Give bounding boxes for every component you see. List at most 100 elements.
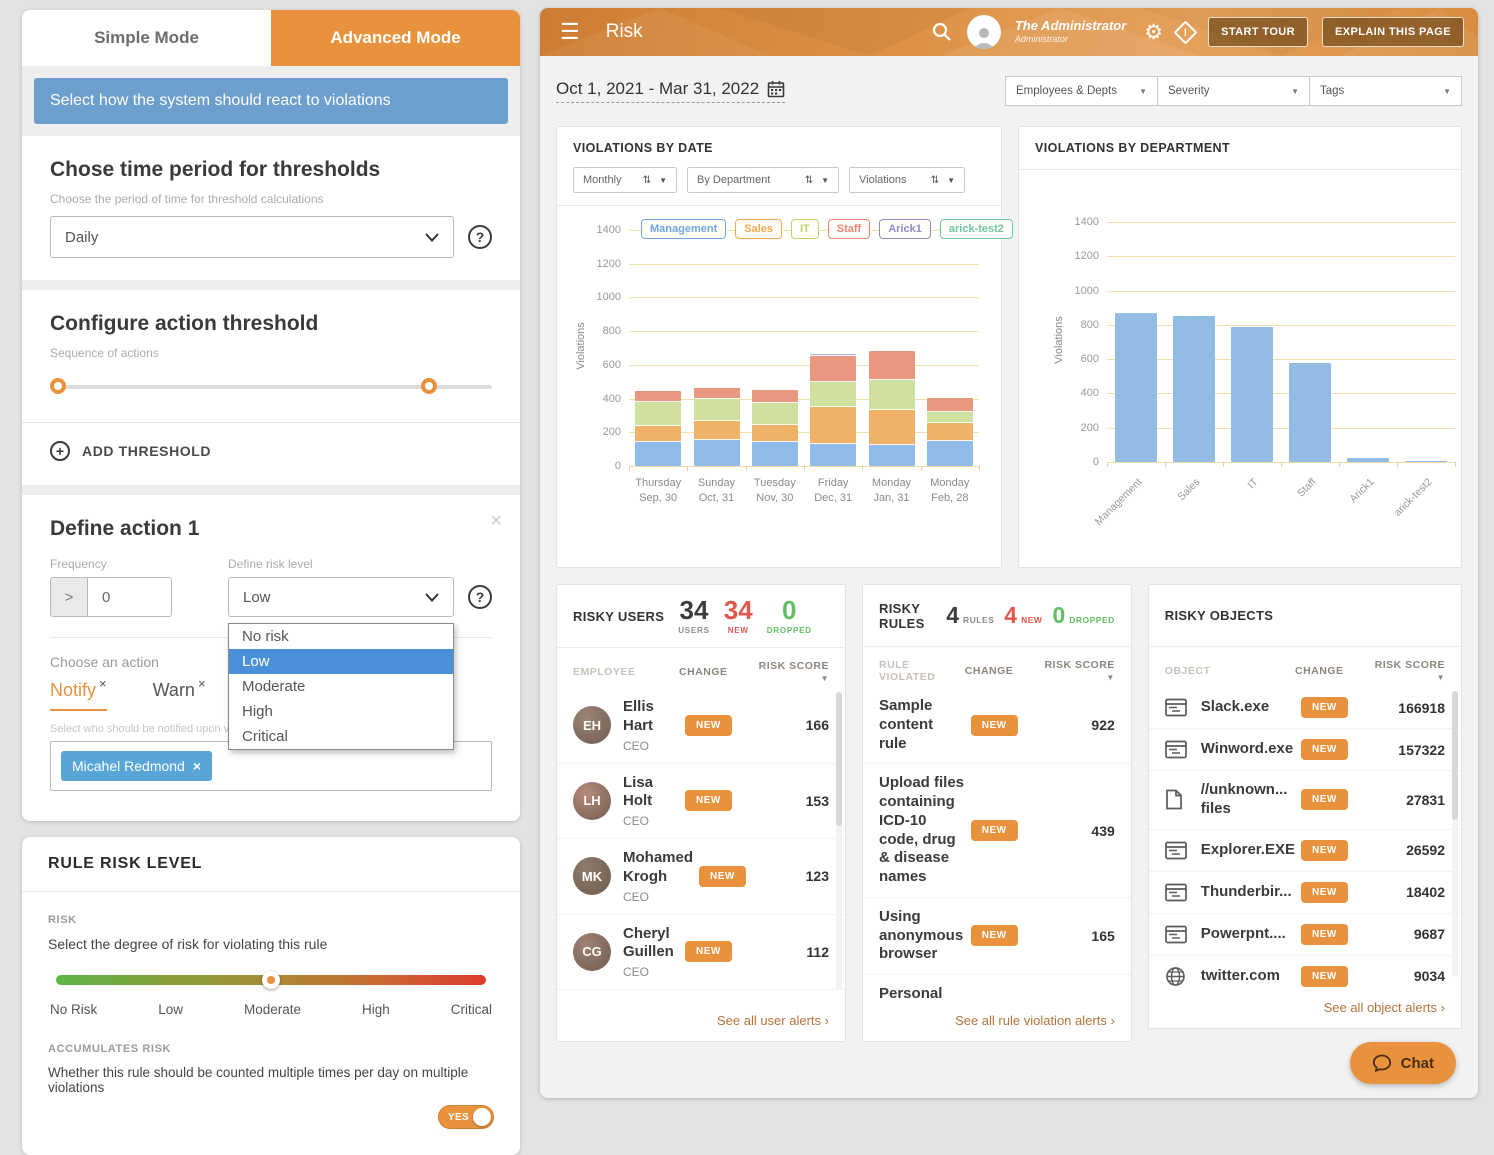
legend-arick1[interactable]: Arick1: [879, 219, 931, 240]
sort-desc-icon[interactable]: ▼: [1106, 673, 1115, 682]
bar-arick-test2[interactable]: [1405, 461, 1447, 462]
gear-icon[interactable]: ⚙: [1144, 20, 1164, 44]
search-icon[interactable]: [931, 21, 953, 43]
bar-segment-it[interactable]: [868, 380, 915, 411]
table-row[interactable]: Winword.exe NEW 157322: [1148, 729, 1461, 771]
remove-action-icon[interactable]: ×: [197, 676, 206, 691]
filter-select-tags[interactable]: Tags ▼: [1309, 76, 1462, 106]
bar-segment[interactable]: [1115, 312, 1157, 462]
user-menu[interactable]: The Administrator Administrator: [1015, 18, 1126, 44]
remove-action-icon[interactable]: ×: [99, 676, 107, 691]
action-tab-notify[interactable]: Notify ×: [50, 676, 107, 711]
bar-segment-sales[interactable]: [635, 425, 682, 443]
table-row[interactable]: //unknown... files NEW 27831: [1148, 771, 1461, 830]
table-row[interactable]: KSKate SparrowCEONEW112: [557, 990, 845, 1000]
frequency-input[interactable]: 0: [88, 577, 172, 617]
bar-it[interactable]: [1231, 327, 1273, 462]
bar-segment[interactable]: [1289, 362, 1331, 462]
bar-sales[interactable]: [1173, 316, 1215, 462]
table-row[interactable]: twitter.com NEW 9034: [1149, 956, 1461, 988]
bar-segment-management[interactable]: [751, 442, 798, 466]
risk-level-select[interactable]: Low: [228, 577, 454, 617]
legend-sales[interactable]: Sales: [735, 219, 782, 240]
start-tour-button[interactable]: START TOUR: [1208, 17, 1308, 47]
explain-page-button[interactable]: EXPLAIN THIS PAGE: [1322, 17, 1464, 47]
date-range-picker[interactable]: Oct 1, 2021 - Mar 31, 2022: [556, 79, 786, 103]
bar-segment-management[interactable]: [635, 442, 682, 466]
bar-segment-sales[interactable]: [751, 424, 798, 443]
table-row[interactable]: Explorer.EXE NEW 26592: [1148, 830, 1461, 872]
accumulates-risk-toggle[interactable]: YES: [438, 1105, 494, 1129]
slider-handle-1[interactable]: [50, 378, 66, 394]
close-icon[interactable]: ×: [490, 510, 502, 532]
legend-staff[interactable]: Staff: [827, 219, 871, 240]
help-icon[interactable]: ?: [468, 225, 492, 249]
bar-segment-sales[interactable]: [810, 407, 857, 445]
bar-segment-it[interactable]: [693, 398, 740, 422]
bar-segment-staff[interactable]: [926, 397, 973, 413]
slider-track[interactable]: [50, 385, 492, 389]
bar-segment[interactable]: [1347, 457, 1389, 462]
dropdown-option[interactable]: Moderate: [242, 678, 306, 695]
add-threshold-button[interactable]: + ADD THRESHOLD: [50, 423, 492, 463]
bar-segment-staff[interactable]: [868, 351, 915, 381]
chat-button[interactable]: Chat: [1349, 1042, 1456, 1084]
avatar[interactable]: [966, 15, 1001, 49]
risk-gradient-handle[interactable]: [262, 971, 280, 989]
table-row[interactable]: Slack.exe NEW 166918: [1148, 687, 1461, 729]
bar-segment-it[interactable]: [926, 412, 973, 423]
bar-segment[interactable]: [1231, 327, 1273, 462]
help-icon[interactable]: ?: [468, 585, 492, 609]
hamburger-menu-icon[interactable]: ☰: [560, 19, 580, 44]
legend-management[interactable]: Management: [641, 219, 727, 240]
bar-segment-management[interactable]: [810, 444, 857, 466]
chart-control-monthly[interactable]: Monthly ⇅ ▼: [573, 167, 677, 193]
stacked-bar[interactable]: [868, 351, 915, 466]
filter-select-employees-depts[interactable]: Employees & Depts ▼: [1005, 76, 1158, 106]
see-all-rule-alerts-link[interactable]: See all rule violation alerts ›: [955, 1013, 1115, 1028]
bar-segment-it[interactable]: [635, 401, 682, 426]
filter-select-severity[interactable]: Severity ▼: [1157, 76, 1310, 106]
stacked-bar[interactable]: [926, 397, 973, 466]
chart-control-by-department[interactable]: By Department ⇅ ▼: [687, 167, 839, 193]
bar-segment-staff[interactable]: [751, 390, 798, 403]
bar-segment-management[interactable]: [926, 441, 973, 466]
operator-box[interactable]: >: [50, 577, 88, 617]
bar-segment-arick1[interactable]: [810, 353, 857, 356]
bar-segment-sales[interactable]: [868, 410, 915, 445]
table-row[interactable]: EH Ellis Hart CEO NEW 166: [557, 688, 845, 764]
bar-segment-management[interactable]: [693, 439, 740, 466]
recipient-chip[interactable]: Micahel Redmond ×: [61, 751, 213, 781]
dropdown-option[interactable]: Low: [229, 649, 453, 674]
chart-control-violations[interactable]: Violations ⇅ ▼: [849, 167, 965, 193]
action-tab-warn[interactable]: Warn ×: [153, 676, 206, 709]
dropdown-option[interactable]: High: [242, 703, 273, 720]
table-row[interactable]: Personal Data (SSN and Date of Birth)NEW…: [863, 975, 1131, 1000]
remove-recipient-icon[interactable]: ×: [192, 758, 202, 774]
bar-segment-staff[interactable]: [693, 388, 740, 399]
table-row[interactable]: Thunderbir... NEW 18402: [1148, 872, 1461, 914]
slider-handle-2[interactable]: [421, 378, 438, 394]
bar-segment-management[interactable]: [868, 444, 915, 466]
table-row[interactable]: MK Mohamed Krogh CEO NEW 123: [557, 839, 845, 915]
bar-segment-sales[interactable]: [926, 422, 973, 442]
table-row[interactable]: Using anonymous browser NEW 165: [863, 898, 1131, 975]
bar-segment-sales[interactable]: [693, 421, 740, 440]
table-row[interactable]: Upload files containing ICD-10 code, dru…: [863, 764, 1131, 898]
legend-arick-test2[interactable]: arick-test2: [939, 219, 1013, 240]
bar-segment-staff[interactable]: [635, 391, 682, 402]
table-row[interactable]: LH Lisa Holt CEO NEW 153: [557, 764, 845, 839]
time-period-select[interactable]: Daily: [50, 216, 454, 258]
table-row[interactable]: Sample content rule NEW 922: [863, 687, 1131, 765]
sort-desc-icon[interactable]: ▼: [820, 674, 829, 683]
bar-staff[interactable]: [1289, 362, 1331, 462]
table-row[interactable]: Powerpnt.... NEW 9687: [1148, 914, 1461, 956]
bar-segment[interactable]: [1173, 316, 1215, 462]
dropdown-option[interactable]: Critical: [242, 728, 288, 745]
legend-it[interactable]: IT: [791, 219, 819, 240]
see-all-object-alerts-link[interactable]: See all object alerts ›: [1323, 1000, 1445, 1015]
bar-segment-it[interactable]: [751, 402, 798, 425]
table-row[interactable]: CG Cheryl Guillen CEO NEW 112: [557, 915, 845, 990]
bar-arick1[interactable]: [1347, 457, 1389, 462]
dropdown-option[interactable]: No risk: [242, 628, 289, 645]
